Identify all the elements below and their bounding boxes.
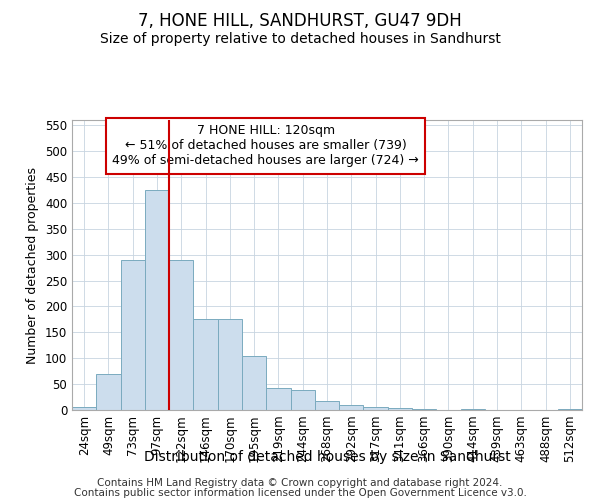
Bar (242, 356, 266, 410)
Bar (290, 390, 315, 410)
Bar (145, 190, 169, 410)
Bar (121, 260, 145, 410)
Bar (169, 260, 193, 410)
Bar (96, 374, 121, 410)
Text: 7, HONE HILL, SANDHURST, GU47 9DH: 7, HONE HILL, SANDHURST, GU47 9DH (138, 12, 462, 30)
Bar (558, 409, 582, 410)
Bar (364, 408, 388, 410)
Bar (72, 408, 96, 410)
Bar (315, 401, 339, 410)
Bar (461, 409, 485, 410)
Bar (339, 405, 364, 410)
Bar (193, 320, 218, 410)
Text: 7 HONE HILL: 120sqm
← 51% of detached houses are smaller (739)
49% of semi-detac: 7 HONE HILL: 120sqm ← 51% of detached ho… (112, 124, 419, 168)
Bar (218, 320, 242, 410)
Text: Contains public sector information licensed under the Open Government Licence v3: Contains public sector information licen… (74, 488, 526, 498)
Text: Distribution of detached houses by size in Sandhurst: Distribution of detached houses by size … (143, 450, 511, 464)
Text: Size of property relative to detached houses in Sandhurst: Size of property relative to detached ho… (100, 32, 500, 46)
Text: Contains HM Land Registry data © Crown copyright and database right 2024.: Contains HM Land Registry data © Crown c… (97, 478, 503, 488)
Y-axis label: Number of detached properties: Number of detached properties (26, 166, 40, 364)
Bar (412, 409, 436, 410)
Bar (266, 388, 290, 410)
Bar (388, 408, 412, 410)
